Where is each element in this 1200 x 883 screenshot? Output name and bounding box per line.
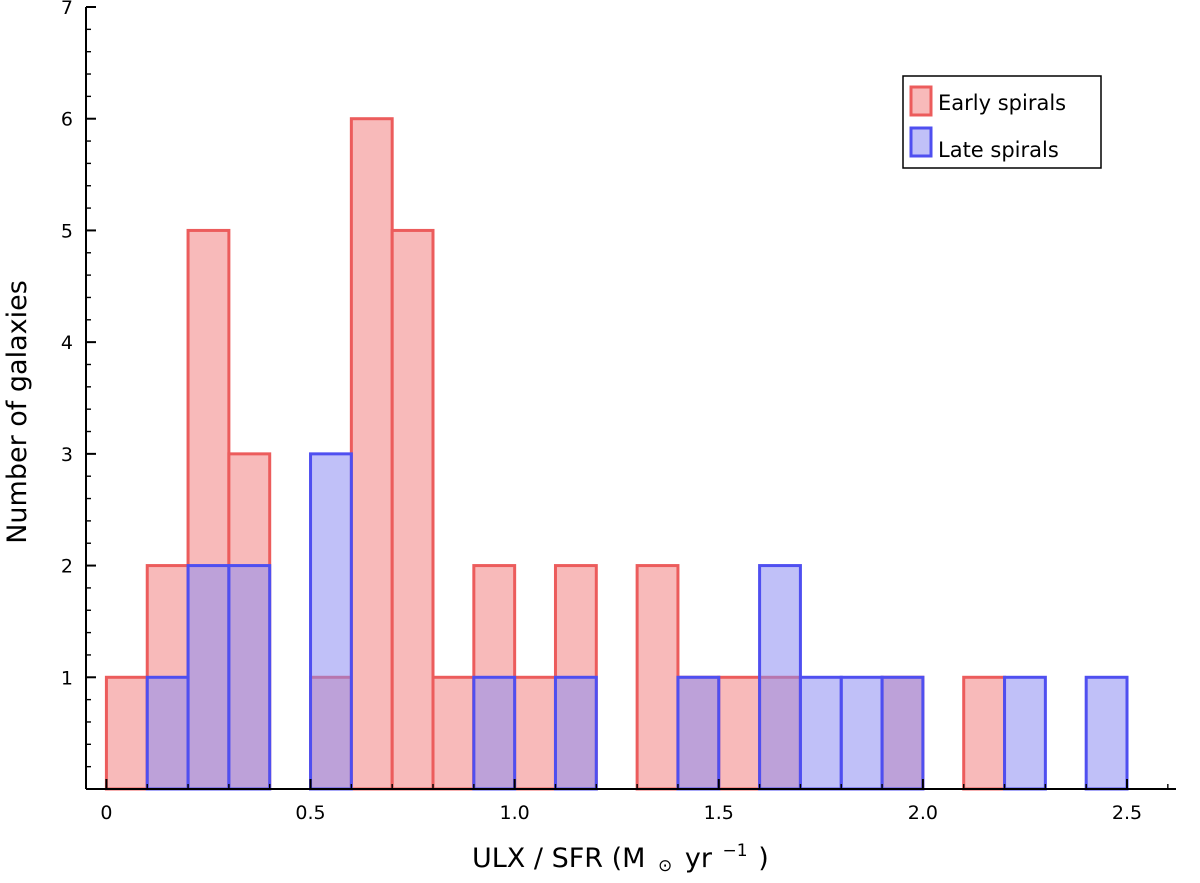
legend-label-late-spirals: Late spirals (938, 138, 1059, 162)
late-spirals-bar-6 (676, 675, 721, 791)
y-tick-label: 4 (61, 332, 73, 354)
late-spirals-bar-11 (1003, 675, 1047, 791)
x-tick-label: 0.5 (295, 802, 325, 824)
y-tick-label: 3 (61, 444, 73, 466)
bars-layer (104, 117, 1129, 791)
y-tick-label: 5 (61, 220, 73, 242)
late-spirals-bar-0 (145, 675, 190, 791)
y-axis-label: Number of galaxies (2, 280, 33, 544)
tick-labels-layer: 1 2 3 4 5 6 7 0 0.5 1.0 1.5 2.0 2.5 (61, 0, 1142, 824)
legend-label-early-spirals: Early spirals (938, 91, 1066, 115)
x-axis-label-main: ULX / SFR (M (472, 843, 645, 874)
x-tick-label: 2.5 (1112, 802, 1142, 824)
early-spirals-bar-0 (104, 675, 149, 791)
early-spirals-bar-9 (513, 675, 557, 791)
late-spirals-bar-3 (309, 452, 353, 791)
early-spirals-bar-13 (717, 675, 762, 791)
x-tick-label: 1.0 (500, 802, 530, 824)
early-spirals-bar-6 (390, 228, 435, 791)
x-axis-label-unit: yr (685, 843, 713, 874)
legend-swatch-early-spirals (909, 85, 933, 117)
early-spirals-bar-16 (962, 675, 1007, 791)
late-spirals-bar-2 (227, 564, 272, 791)
y-tick-label: 1 (61, 667, 73, 689)
late-spirals-bar-4 (472, 675, 517, 791)
early-spirals-bar-11 (635, 564, 680, 791)
early-spirals-bar-5 (349, 117, 394, 791)
y-tick-label: 2 (61, 556, 73, 578)
late-spirals-bar-1 (186, 564, 231, 791)
y-tick-label: 7 (61, 0, 73, 19)
axes-layer (85, 6, 1176, 790)
late-spirals-bar-10 (880, 675, 925, 791)
x-axis-label-exponent: −1 (723, 841, 748, 861)
legend-box (902, 75, 1102, 169)
late-spirals-bar-5 (553, 675, 598, 791)
x-tick-label: 1.5 (704, 802, 734, 824)
y-tick-label: 6 (61, 109, 73, 131)
early-spirals-bar-7 (431, 675, 476, 791)
late-spirals-bar-9 (839, 675, 884, 791)
x-tick-label: 2.0 (908, 802, 938, 824)
late-spirals-bar-7 (758, 564, 802, 791)
x-tick-label: 0 (100, 802, 112, 824)
x-axis-label: ULX / SFR (M ⊙ yr −1 ) (472, 832, 769, 878)
legend: Early spirals Late spirals (902, 75, 1102, 169)
legend-swatch-late-spirals (909, 126, 933, 158)
x-axis-label-sun-symbol: ⊙ (658, 856, 672, 876)
x-axis-label-close: ) (758, 843, 769, 874)
late-spirals-bar-12 (1084, 675, 1129, 791)
late-spirals-bar-8 (798, 675, 843, 791)
